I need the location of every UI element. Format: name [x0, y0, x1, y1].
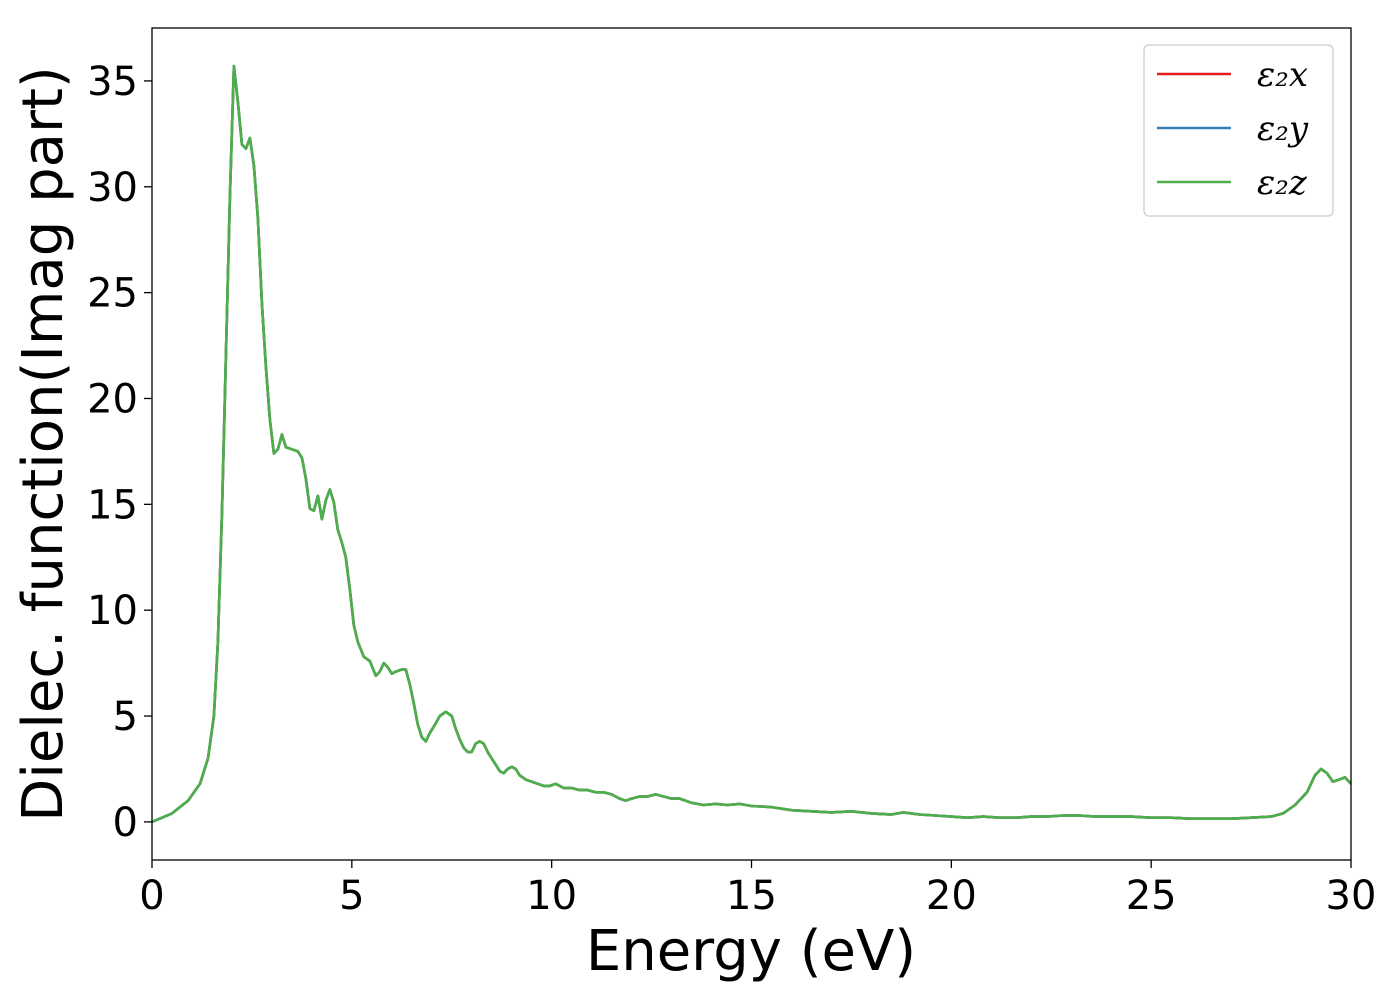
y-tick-label: 35: [87, 59, 138, 105]
y-tick-label: 20: [87, 376, 138, 422]
y-axis-ticks: 0 5 10 15 20 25 30 35: [87, 59, 152, 846]
y-axis-label: Dielec. function(Imag part): [11, 66, 76, 822]
x-tick-label: 15: [726, 873, 777, 919]
legend: ε₂x ε₂y ε₂z: [1143, 44, 1334, 217]
y-tick-label: 5: [113, 694, 138, 740]
legend-label-2: ε₂z: [1257, 163, 1308, 203]
series-line-2: [151, 64, 1352, 824]
x-tick-label: 20: [926, 873, 977, 919]
y-tick-label: 25: [87, 271, 138, 317]
y-tick-label: 30: [87, 165, 138, 211]
y-tick-label: 0: [113, 800, 138, 846]
y-tick-label: 10: [87, 588, 138, 634]
x-tick-label: 10: [526, 873, 577, 919]
x-axis-label: Energy (eV): [586, 919, 916, 984]
x-tick-label: 5: [339, 873, 364, 919]
legend-box: [1143, 44, 1334, 217]
x-tick-label: 0: [139, 873, 164, 919]
x-tick-label: 30: [1326, 873, 1377, 919]
y-tick-label: 15: [87, 482, 138, 528]
legend-label-1: ε₂y: [1257, 109, 1309, 149]
x-axis-ticks: 0 5 10 15 20 25 30: [139, 860, 1376, 919]
legend-label-0: ε₂x: [1257, 55, 1308, 95]
series-layer: [151, 64, 1352, 824]
x-tick-label: 25: [1126, 873, 1177, 919]
